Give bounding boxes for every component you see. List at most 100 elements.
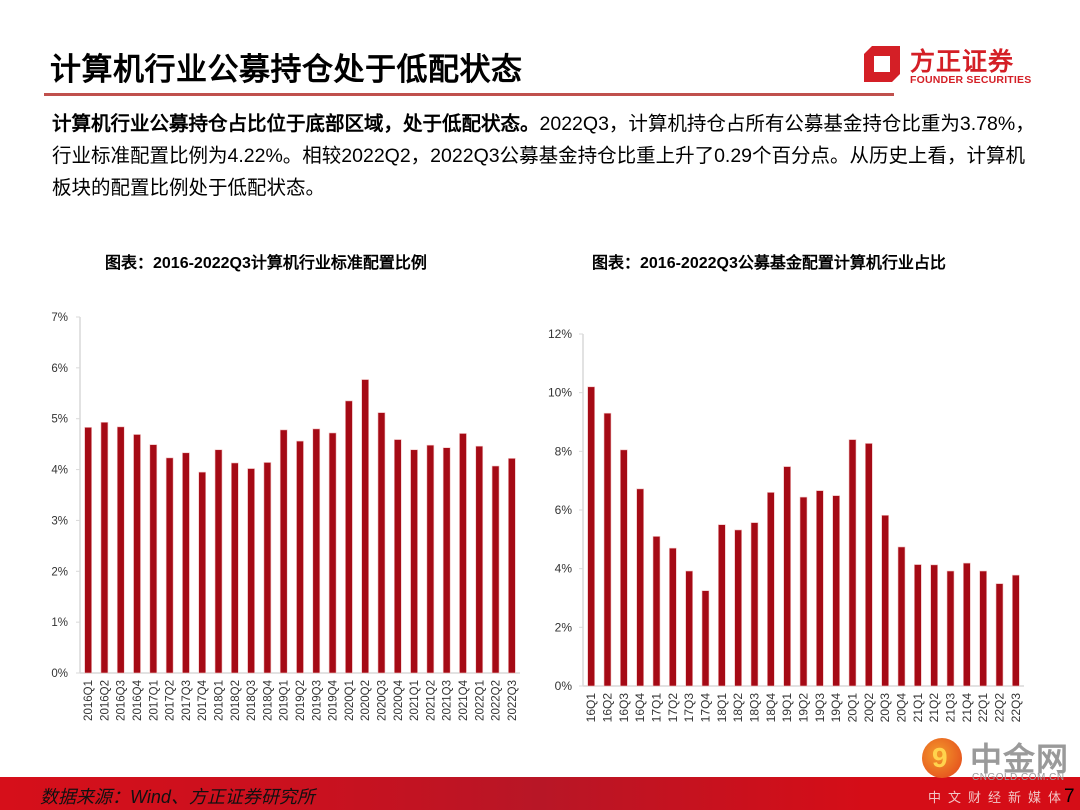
x-tick-label: 2017Q2 [165,680,177,721]
footer-bar [0,777,1080,810]
bar [133,434,141,674]
x-tick-label: 2021Q1 [409,680,421,721]
bar [685,570,693,687]
bar [214,449,223,674]
x-tick-label: 2016Q4 [132,679,144,721]
bar [636,488,644,687]
bar [799,496,808,687]
bar [84,427,92,674]
bar [279,429,288,674]
y-tick-label: 3% [51,515,68,527]
logo-text-en: FOUNDER SECURITIES [910,74,1032,86]
bar [930,564,938,687]
bar [149,444,158,674]
y-tick-label: 1% [51,617,68,629]
chart-1-title: 图表：2016-2022Q3计算机行业标准配置比例 [105,255,427,272]
summary-body: 2022Q3，计算机持仓占所有公募基金持仓比重为3.78%，行业标准配置比例为4… [52,113,1035,199]
bar [701,590,710,687]
bar [165,457,174,674]
cngold-logo-icon: 9 [922,738,962,778]
bar [669,547,677,687]
x-tick-label: 16Q1 [584,693,598,723]
cngold-watermark: 9 中金网 CNGOLD.COM.CN 中文财经新媒体 [920,738,1080,805]
bar [410,449,418,674]
x-tick-label: 2020Q2 [360,680,372,721]
bar [231,462,239,674]
bar [100,421,109,674]
x-tick-label: 20Q4 [895,693,909,723]
bar [620,449,628,687]
x-tick-label: 2018Q1 [214,680,226,721]
x-tick-label: 18Q1 [715,693,729,723]
x-tick-label: 2016Q1 [83,680,95,721]
y-tick-label: 12% [548,327,572,341]
bar [296,440,304,674]
x-tick-label: 18Q3 [748,693,762,723]
bar [1012,574,1020,687]
bar [198,471,207,674]
x-tick-label: 2018Q2 [230,680,242,721]
watermark-sub: 中文财经新媒体 [928,790,1069,805]
bar [816,490,824,687]
x-tick-label: 17Q2 [666,693,680,723]
watermark-en: CNGOLD.COM.CN [972,772,1065,783]
bar [652,536,661,687]
summary-lead: 计算机行业公募持仓占比位于底部区域，处于低配状态。 [52,113,540,135]
x-tick-label: 19Q2 [797,693,811,723]
y-tick-label: 7% [51,312,68,324]
bar [508,458,516,674]
x-tick-label: 2022Q1 [474,680,486,721]
bar [603,412,612,687]
bar [995,583,1004,687]
y-tick-label: 2% [555,620,573,634]
bar [767,492,775,687]
x-tick-label: 2021Q2 [425,680,437,721]
x-tick-label: 2019Q2 [295,680,307,721]
x-tick-label: 2020Q4 [393,679,405,721]
x-tick-label: 2016Q3 [116,680,128,721]
x-tick-label: 2022Q2 [491,680,503,721]
bar [897,546,906,687]
x-tick-label: 22Q1 [976,693,990,723]
x-tick-label: 2017Q1 [148,680,160,721]
bar [832,495,840,687]
watermark-cn: 中金网 [970,741,1070,777]
y-tick-label: 10% [548,386,572,400]
x-tick-label: 17Q1 [650,693,664,723]
bar [361,379,369,674]
x-tick-label: 16Q2 [601,693,615,723]
x-tick-label: 17Q3 [682,693,696,723]
bar [783,466,791,687]
bar [475,445,484,674]
y-tick-label: 6% [51,363,68,375]
x-tick-label: 2019Q1 [279,680,291,721]
x-tick-label: 19Q4 [829,693,843,723]
bar [345,400,353,674]
x-tick-label: 2019Q3 [311,680,323,721]
bar [881,514,889,687]
y-tick-label: 0% [555,679,573,693]
x-tick-label: 2017Q3 [181,680,193,721]
y-tick-label: 5% [51,414,68,426]
x-tick-label: 2020Q1 [344,680,356,721]
bar [247,468,255,674]
x-tick-label: 20Q2 [862,693,876,723]
bar [979,570,987,687]
bar [263,462,272,674]
x-tick-label: 21Q1 [911,693,925,723]
x-tick-label: 2017Q4 [197,679,209,721]
x-tick-label: 19Q3 [813,693,827,723]
x-tick-label: 2022Q3 [507,680,519,721]
bar [963,562,971,687]
x-tick-label: 19Q1 [780,693,794,723]
x-tick-label: 2021Q3 [442,680,454,721]
x-tick-label: 2021Q4 [458,679,470,721]
bar [328,432,337,674]
bar [182,452,190,674]
x-tick-label: 21Q4 [960,693,974,723]
x-tick-label: 21Q2 [927,693,941,723]
y-tick-label: 4% [555,562,573,576]
x-tick-label: 22Q2 [993,693,1007,723]
x-tick-label: 16Q4 [633,693,647,723]
